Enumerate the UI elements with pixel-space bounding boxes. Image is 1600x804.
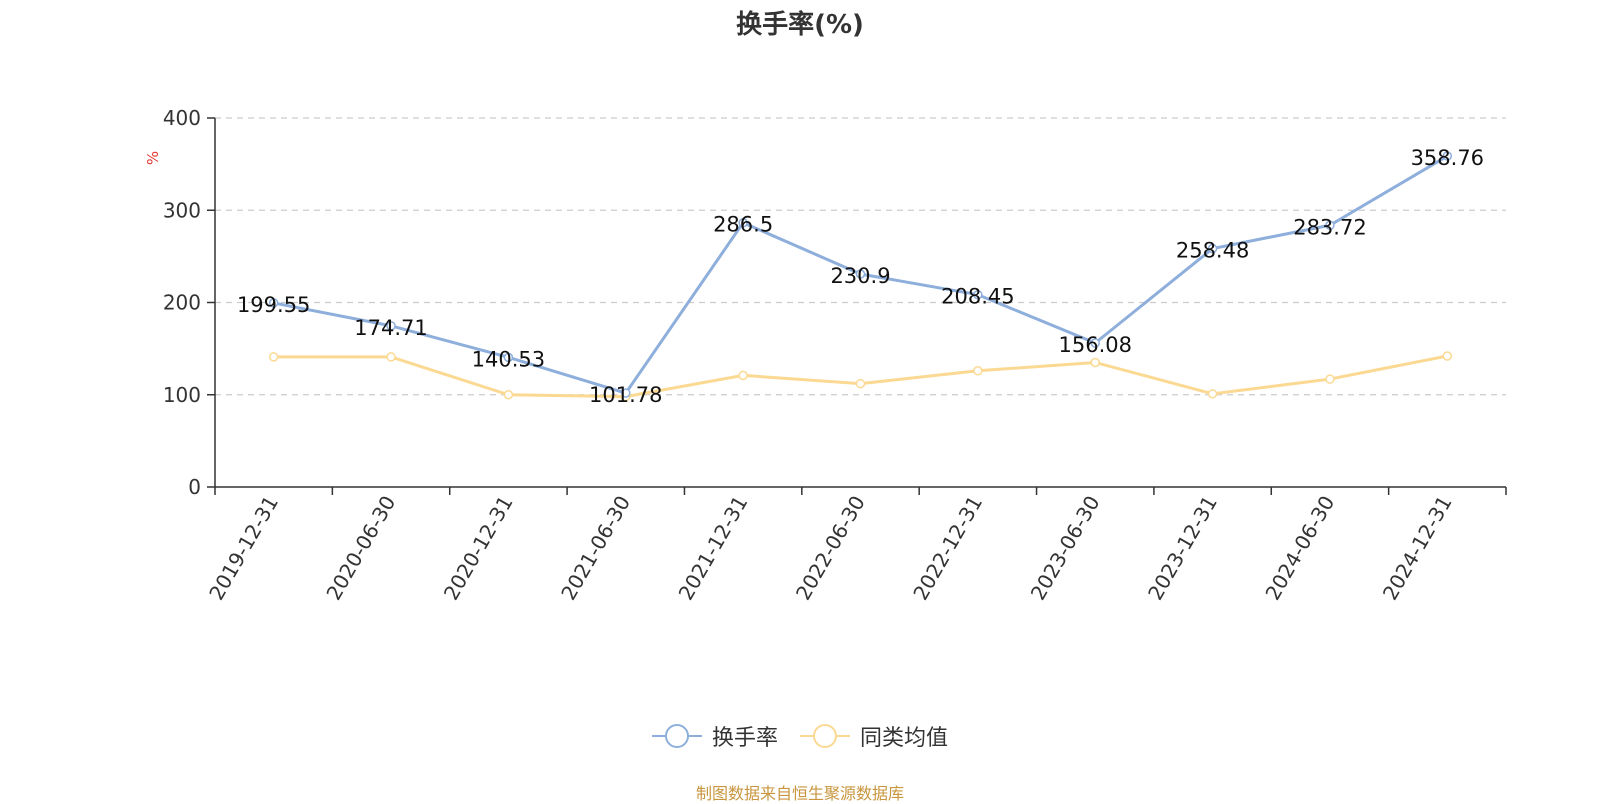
data-label: 358.76 [1411,146,1484,170]
data-point [386,321,396,331]
data-label: 156.08 [1058,333,1131,357]
data-label: 140.53 [472,347,545,371]
data-point [503,390,514,400]
data-label: 286.5 [713,213,773,237]
series-line [273,354,1448,399]
data-point [973,289,983,300]
legend-line-circle-icon [800,722,850,750]
data-label: 101.78 [589,383,662,407]
y-tick-label: 300 [163,198,201,222]
x-tick-label: 2021-12-31 [674,492,753,605]
axes: 0 100 200 300 400% 2019-12-31 2020-06-30 2020-1… [144,106,1507,605]
y-tick-label: 200 [163,291,201,315]
source-note: 制图数据来自恒生聚源数据库 [695,784,904,803]
data-label: 208.45 [941,285,1014,309]
data-point [1090,357,1100,368]
legend-item[interactable]: 同类均值 [800,720,948,752]
data-point [855,378,866,389]
data-point [1207,243,1218,254]
data-point [621,388,631,398]
x-tick-label: 2024-12-31 [1378,492,1457,605]
data-label: 230.9 [830,264,890,288]
legend-label: 换手率 [711,726,778,751]
data-point [738,217,748,228]
series-lines [268,151,1453,402]
x-tick-label: 2023-12-31 [1143,492,1222,605]
grid-lines [215,117,1506,396]
data-point [268,352,279,362]
data-point [1325,220,1335,231]
data-point [386,352,396,362]
y-tick-label: 400 [163,106,201,130]
x-tick-label: 2023-06-30 [1026,492,1105,605]
x-tick-label: 2024-06-30 [1260,492,1339,605]
data-label: 174.71 [354,316,427,340]
y-tick-label: 100 [163,383,201,407]
legend-line-circle-icon [651,722,702,750]
x-tick-label: 2019-12-31 [204,492,283,605]
data-point [973,366,983,376]
data-point [855,269,866,279]
data-point [1090,338,1100,348]
x-tick-label: 2020-06-30 [321,492,400,605]
data-point [1207,389,1218,399]
chart-title: 换手率(%) [736,10,864,40]
y-tick-label: 0 [188,475,201,499]
data-label: 258.48 [1176,239,1249,263]
x-tick-label: 2022-06-30 [791,492,870,605]
data-point [738,370,748,381]
data-point [1442,151,1453,161]
legend: 换手率 同类均值 [0,720,1600,752]
x-tick-label: 2021-06-30 [556,492,635,605]
data-point [1325,374,1335,384]
legend-label: 同类均值 [860,726,949,751]
x-tick-label: 2022-12-31 [908,492,987,605]
legend-item[interactable]: 换手率 [651,720,778,752]
data-label: 199.55 [237,293,310,317]
data-labels: 199.55 174.71 140.53 101.78 286.5 230.9 208.45… [237,146,1484,407]
data-point [1442,351,1453,361]
y-axis-label: % [144,151,162,165]
data-point [503,352,514,363]
data-label: 283.72 [1293,215,1366,239]
data-point [268,298,279,308]
x-tick-label: 2020-12-31 [439,492,518,605]
